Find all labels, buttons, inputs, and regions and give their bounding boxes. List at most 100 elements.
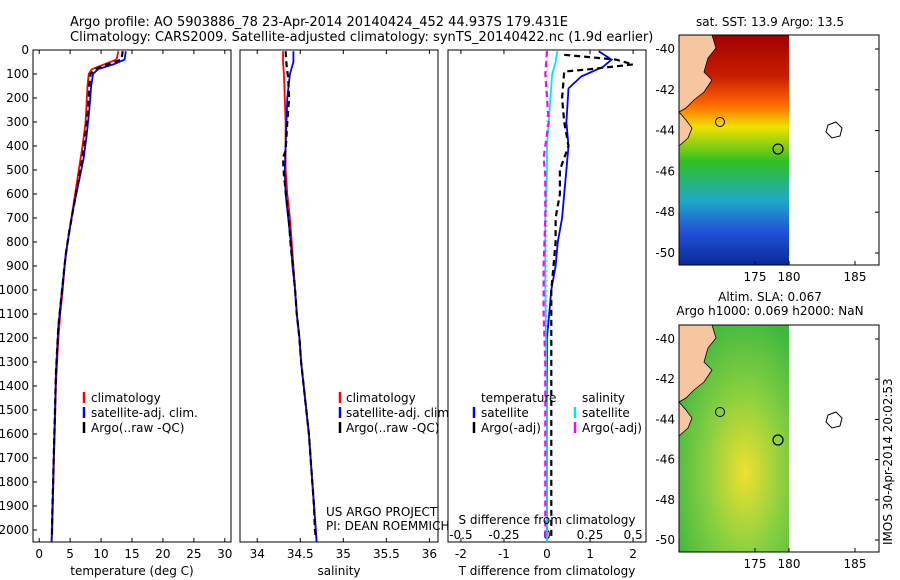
depth-tick-label: 1200	[0, 331, 29, 345]
x-tick-label: 10	[93, 547, 108, 561]
series-line-argo-raw-qc-	[50, 51, 124, 538]
s-tick-label: 0.25	[577, 528, 604, 542]
salinity-axis-ticks: 34 34.5 35 35.5 36	[250, 50, 437, 561]
sla-empty-region	[789, 325, 879, 552]
difference-series	[542, 50, 634, 542]
depth-tick-label: 200	[6, 91, 29, 105]
temperature-series	[50, 51, 127, 543]
difference-legend: temperature salinity satellite Argo(-adj…	[472, 391, 642, 435]
legend-s-argo: Argo(-adj)	[582, 421, 642, 435]
t-difference-xlabel: T difference from climatology	[458, 564, 636, 578]
map-lat-tick-label: -46	[655, 453, 675, 467]
sla-map-ticks: 175 180 185 -40 -42 -44 -46 -48 -50	[655, 332, 879, 571]
legend-t-satellite: satellite	[481, 406, 529, 420]
map-lat-tick-label: -48	[655, 205, 675, 219]
sst-map-frame	[678, 34, 880, 266]
salinity-legend: climatology satellite-adj. clim. Argo(..…	[338, 391, 453, 435]
x-tick-label: 0	[35, 547, 43, 561]
s-tick-label: -0.5	[449, 528, 472, 542]
map-lon-tick-label: 180	[778, 557, 801, 571]
salinity-legend-argo: Argo(..raw -QC)	[346, 421, 439, 435]
depth-tick-label: 1400	[0, 379, 29, 393]
map-lat-tick-label: -42	[655, 372, 675, 386]
us-argo-project-credit: US ARGO PROJECT	[326, 505, 438, 519]
salinity-panel: 34 34.5 35 35.5 36 salinity climatology sate…	[239, 49, 453, 578]
map-lat-tick-label: -50	[655, 533, 675, 547]
difference-panel: -2 -1 0 1 2 -0.5 -0.25 0 0.25 0.5 T difference f…	[447, 49, 647, 578]
s-difference-axis-ticks: -0.5 -0.25 0 0.25 0.5	[449, 528, 642, 542]
depth-tick-label: 1000	[0, 283, 29, 297]
x-tick-label: 5	[66, 547, 74, 561]
temperature-panel: 0100200300400500600700800900100011001200…	[0, 43, 452, 578]
sla-chatham-island	[825, 411, 843, 429]
map-lon-tick-label: 175	[744, 557, 767, 571]
depth-tick-label: 700	[6, 211, 29, 225]
map-lat-tick-label: -44	[655, 124, 675, 138]
depth-tick-label: 900	[6, 259, 29, 273]
depth-tick-label: 1300	[0, 355, 29, 369]
salinity-xlabel: salinity	[317, 564, 360, 578]
x-tick-label: 15	[124, 547, 139, 561]
sla-land-north-island	[678, 324, 717, 403]
x-tick-label: 35.5	[373, 547, 400, 561]
pi-credit: PI: DEAN ROEMMICH	[326, 519, 449, 533]
figure-title-line1: Argo profile: AO 5903886_78 23-Apr-2014 …	[70, 15, 568, 30]
map-lat-tick-label: -40	[655, 332, 675, 346]
map-lat-tick-label: -46	[655, 164, 675, 178]
salinity-legend-climatology: climatology	[346, 391, 416, 405]
s-difference-xlabel: S difference from climatology	[459, 513, 636, 527]
x-tick-label: 1	[586, 547, 594, 561]
x-tick-label: 30	[217, 547, 232, 561]
sla-argo-location-marker	[772, 434, 784, 446]
temperature-axes-frame	[32, 49, 232, 543]
sla-map-title-1: Altim. SLA: 0.067	[718, 290, 822, 304]
depth-tick-label: 300	[6, 115, 29, 129]
legend-s-satellite: satellite	[582, 406, 630, 420]
depth-tick-label: 100	[6, 67, 29, 81]
depth-tick-label: 500	[6, 163, 29, 177]
depth-tick-label: 1600	[0, 427, 29, 441]
temperature-legend-climatology: climatology	[91, 391, 161, 405]
depth-tick-label: 1100	[0, 307, 29, 321]
map-lat-tick-label: -44	[655, 412, 675, 426]
salinity-legend-satellite: satellite-adj. clim.	[346, 406, 453, 420]
legend-temperature-header: temperature	[481, 391, 556, 405]
salinity-axes-frame	[239, 49, 439, 543]
x-tick-label: 34	[250, 547, 265, 561]
temperature-legend-argo: Argo(..raw -QC)	[91, 421, 184, 435]
map-lon-tick-label: 185	[844, 270, 867, 284]
x-tick-label: 0	[543, 547, 551, 561]
x-tick-label: 36	[422, 547, 437, 561]
sla-map-frame	[678, 324, 880, 553]
depth-tick-label: 1900	[0, 499, 29, 513]
salinity-series	[281, 51, 318, 543]
depth-tick-label: 400	[6, 139, 29, 153]
map-lat-tick-label: -42	[655, 83, 675, 97]
sst-land-north-island	[678, 34, 717, 113]
s-tick-label: 0.5	[624, 528, 643, 542]
depth-tick-label: 1800	[0, 475, 29, 489]
x-tick-label: 20	[155, 547, 170, 561]
sst-small-island	[715, 117, 725, 127]
map-lon-tick-label: 180	[778, 270, 801, 284]
x-tick-label: 35	[336, 547, 351, 561]
depth-tick-label: 2000	[0, 523, 29, 537]
legend-t-argo: Argo(-adj)	[481, 421, 541, 435]
s-tick-label: -0.25	[488, 528, 519, 542]
sst-argo-location-marker	[772, 143, 784, 155]
map-lat-tick-label: -50	[655, 246, 675, 260]
sla-map-panel: Altim. SLA: 0.067 Argo h1000: 0.069 h200…	[655, 290, 880, 571]
legend-salinity-header: salinity	[582, 391, 625, 405]
sst-map-panel: sat. SST: 13.9 Argo: 13.5	[655, 15, 880, 284]
sst-map-ticks: 175 180 185 -40 -42 -44 -46 -48 -50	[655, 42, 879, 284]
depth-tick-label: 800	[6, 235, 29, 249]
series-line-satellite	[544, 51, 559, 542]
map-lat-tick-label: -40	[655, 42, 675, 56]
sla-small-island	[715, 407, 725, 417]
sst-empty-region	[789, 35, 879, 265]
temperature-xlabel: temperature (deg C)	[70, 564, 193, 578]
temperature-axis-ticks: 0 5 10 15 20 25 30	[35, 50, 232, 561]
sla-map-title-2: Argo h1000: 0.069 h2000: NaN	[676, 304, 863, 318]
series-line-argo-raw-qc-	[281, 51, 317, 538]
